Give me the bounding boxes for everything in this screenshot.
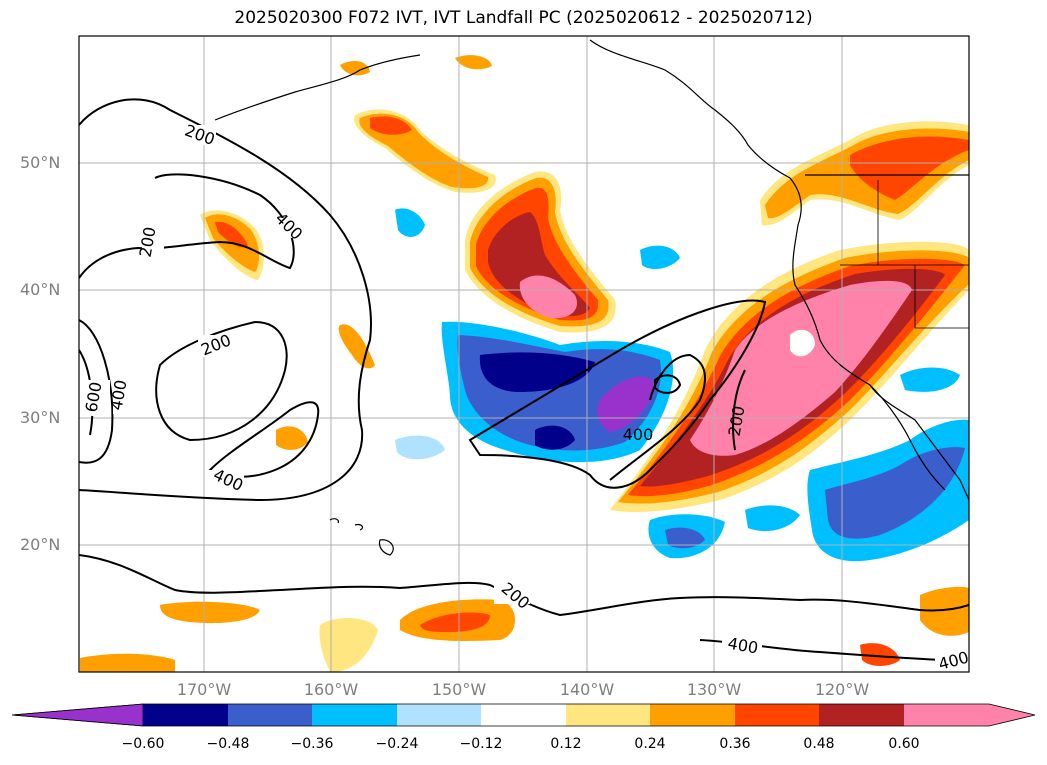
hawaii-positive-red — [420, 612, 490, 632]
contour-400-center — [468, 299, 767, 489]
pac-negative-4 — [900, 367, 960, 392]
lon-label-150w: 150°W — [431, 680, 487, 699]
nw-positive-dot-2 — [455, 55, 492, 70]
nw-positive-dot — [340, 60, 370, 76]
colorbar-label: 0.12 — [550, 736, 582, 752]
contour-400-lower — [208, 401, 320, 478]
colorbar-label: −0.60 — [121, 736, 165, 752]
lat-label-30n: 30°N — [20, 408, 61, 427]
midpac-positive-2 — [338, 324, 375, 369]
colorbar-label: −0.36 — [290, 736, 334, 752]
contour-200-outer-west — [79, 98, 372, 502]
colorbar-swatch-1 — [143, 704, 228, 726]
coastlines — [214, 39, 969, 556]
southwest-positive — [80, 653, 175, 672]
sw-negative-mexico-mid — [825, 447, 965, 539]
colorbar-label: 0.48 — [803, 736, 835, 752]
hawaii-islands — [329, 518, 394, 556]
contour-400-sw — [79, 319, 114, 464]
south-positive-left — [319, 618, 378, 672]
graticule — [79, 36, 969, 672]
colorbar-swatch-3 — [312, 704, 397, 726]
lat-label-20n: 20°N — [20, 535, 61, 554]
contour-label-400: 400 — [623, 425, 654, 444]
se-positive — [920, 586, 969, 636]
colorbar-swatch-6 — [566, 704, 650, 726]
colorbar-swatch-4 — [397, 704, 481, 726]
sierra-blue-gap — [790, 329, 815, 357]
sub-negative-2 — [745, 505, 800, 532]
alaska-coast — [589, 39, 969, 501]
colorbar-swatch-7 — [650, 704, 735, 726]
colorbar-label: 0.24 — [634, 736, 666, 752]
contour-400-west — [79, 173, 295, 279]
nw-positive-blob-red — [215, 221, 248, 248]
se-positive-2 — [860, 643, 900, 666]
colorbar-label: −0.48 — [206, 736, 250, 752]
map-title: 2025020300 F072 IVT, IVT Landfall PC (20… — [234, 8, 813, 28]
colorbar-swatch-0 — [11, 703, 144, 727]
gulf-positive-pink — [519, 275, 578, 319]
us-state-lines — [840, 180, 969, 329]
colorbar-label: −0.12 — [459, 736, 503, 752]
colorbar-swatch-2 — [228, 704, 312, 726]
lon-label-120w: 120°W — [814, 680, 870, 699]
lon-label-170w: 170°W — [176, 680, 232, 699]
colorbar-swatch-8 — [735, 704, 819, 726]
colorbar-label: −0.24 — [375, 736, 419, 752]
colorbar-label: 0.36 — [719, 736, 751, 752]
bc-negative — [395, 208, 425, 237]
contour-400-small — [654, 374, 682, 394]
north-positive-streak-red — [370, 116, 412, 135]
lat-label-40n: 40°N — [20, 280, 61, 299]
contour-200-inner — [155, 320, 288, 442]
sub-negative-1-mid — [665, 527, 705, 549]
colorbar-swatch-9 — [819, 704, 904, 726]
lon-label-160w: 160°W — [303, 680, 359, 699]
lat-label-50n: 50°N — [20, 153, 61, 172]
lon-label-130w: 130°W — [686, 680, 742, 699]
contour-200-center — [609, 353, 706, 481]
midpac-positive — [276, 426, 308, 450]
positive-anomaly-pink — [690, 280, 912, 456]
bc-negative-2 — [640, 245, 680, 270]
colorbar-outline — [11, 703, 1036, 727]
aleutians — [214, 54, 421, 121]
colorbar — [11, 703, 1036, 727]
map-frame — [78, 35, 970, 673]
pac-negative-3 — [395, 435, 445, 460]
baja — [869, 384, 946, 491]
contour-200-ar — [732, 369, 746, 451]
colorbar-swatch-10 — [904, 704, 1035, 726]
canada-positive-red — [850, 136, 969, 200]
colorbar-label: 0.60 — [888, 736, 920, 752]
negative-anomaly-core-2 — [535, 425, 575, 450]
south-positive-left-2 — [160, 601, 260, 624]
lon-label-140w: 140°W — [559, 680, 615, 699]
colorbar-swatch-5 — [481, 704, 566, 726]
